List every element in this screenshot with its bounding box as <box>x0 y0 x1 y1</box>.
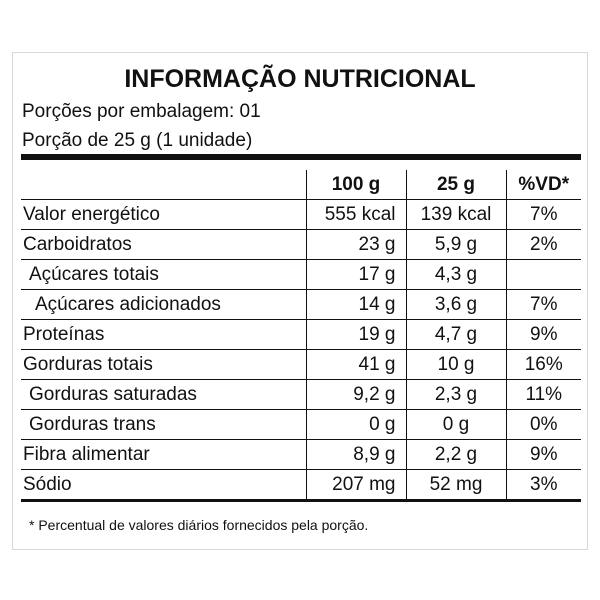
nutrient-value: 0 g <box>405 409 506 440</box>
servings: Porções por embalagem: 01 <box>22 101 261 122</box>
nutrient-value <box>505 259 581 290</box>
nutrient-value: 11% <box>505 379 581 410</box>
nutrient-value: 4,7 g <box>405 319 506 350</box>
nutrient-value: 41 g <box>305 349 406 380</box>
nutrient-value: 3,6 g <box>405 289 506 320</box>
nutrient-name: Sódio <box>21 469 306 502</box>
nutrition-table: 100 g 25 g %VD* Valor energético 555 kcal… <box>21 170 581 502</box>
nutrient-row: Valor energético 555 kcal 139 kcal 7% <box>21 199 581 230</box>
nutrient-name: Açúcares adicionados <box>21 289 306 320</box>
nutrient-value: 139 kcal <box>405 199 506 230</box>
nutrient-value: 9% <box>505 319 581 350</box>
nutrient-value: 4,3 g <box>405 259 506 290</box>
nutrient-name: Gorduras trans <box>21 409 306 440</box>
nutrient-row: Fibra alimentar 8,9 g 2,2 g 9% <box>21 439 581 470</box>
column-header: %VD* <box>505 170 581 200</box>
nutrient-value: 5,9 g <box>405 229 506 260</box>
nutrient-row: Carboidratos 23 g 5,9 g 2% <box>21 229 581 260</box>
nutrient-name: Carboidratos <box>21 229 306 260</box>
nutrient-value: 8,9 g <box>305 439 406 470</box>
nutrient-value: 0 g <box>305 409 406 440</box>
nutrient-value: 2,2 g <box>405 439 506 470</box>
nutrient-value: 19 g <box>305 319 406 350</box>
cell <box>21 170 306 200</box>
column-header: 100 g <box>305 170 406 200</box>
nutrient-value: 3% <box>505 469 581 502</box>
nutrient-value: 10 g <box>405 349 506 380</box>
nutrient-row: Açúcares totais 17 g 4,3 g <box>21 259 581 290</box>
nutrient-value: 207 mg <box>305 469 406 502</box>
nutrient-name: Gorduras totais <box>21 349 306 380</box>
nutrient-name: Fibra alimentar <box>21 439 306 470</box>
nutrient-row: Gorduras saturadas 9,2 g 2,3 g 11% <box>21 379 581 410</box>
nutrient-value: 17 g <box>305 259 406 290</box>
serving-size: Porção de 25 g (1 unidade) <box>22 130 253 151</box>
nutrient-name: Proteínas <box>21 319 306 350</box>
nutrient-value: 9,2 g <box>305 379 406 410</box>
header-row: 100 g 25 g %VD* <box>21 170 581 200</box>
nutrient-row: Proteínas 19 g 4,7 g 9% <box>21 319 581 350</box>
nutrient-name: Valor energético <box>21 199 306 230</box>
nutrient-value: 52 mg <box>405 469 506 502</box>
divider <box>21 154 581 160</box>
nutrient-name: Gorduras saturadas <box>21 379 306 410</box>
nutrient-value: 555 kcal <box>305 199 406 230</box>
nutrient-value: 23 g <box>305 229 406 260</box>
nutrient-value: 0% <box>505 409 581 440</box>
nutrient-value: 2% <box>505 229 581 260</box>
footnote: * Percentual de valores diários fornecid… <box>29 517 369 533</box>
nutrient-value: 16% <box>505 349 581 380</box>
nutrient-value: 7% <box>505 289 581 320</box>
table-body: 100 g 25 g %VD* Valor energético 555 kcal… <box>21 170 581 502</box>
nutrition-panel: INFORMAÇÃO NUTRICIONAL Porções por embal… <box>12 52 588 550</box>
nutrient-row: Açúcares adicionados 14 g 3,6 g 7% <box>21 289 581 320</box>
nutrient-value: 14 g <box>305 289 406 320</box>
nutrient-value: 2,3 g <box>405 379 506 410</box>
nutrient-value: 9% <box>505 439 581 470</box>
nutrient-row: Sódio 207 mg 52 mg 3% <box>21 469 581 502</box>
title: INFORMAÇÃO NUTRICIONAL <box>124 65 476 93</box>
column-header: 25 g <box>405 170 506 200</box>
nutrient-value: 7% <box>505 199 581 230</box>
nutrient-name: Açúcares totais <box>21 259 306 290</box>
nutrient-row: Gorduras totais 41 g 10 g 16% <box>21 349 581 380</box>
